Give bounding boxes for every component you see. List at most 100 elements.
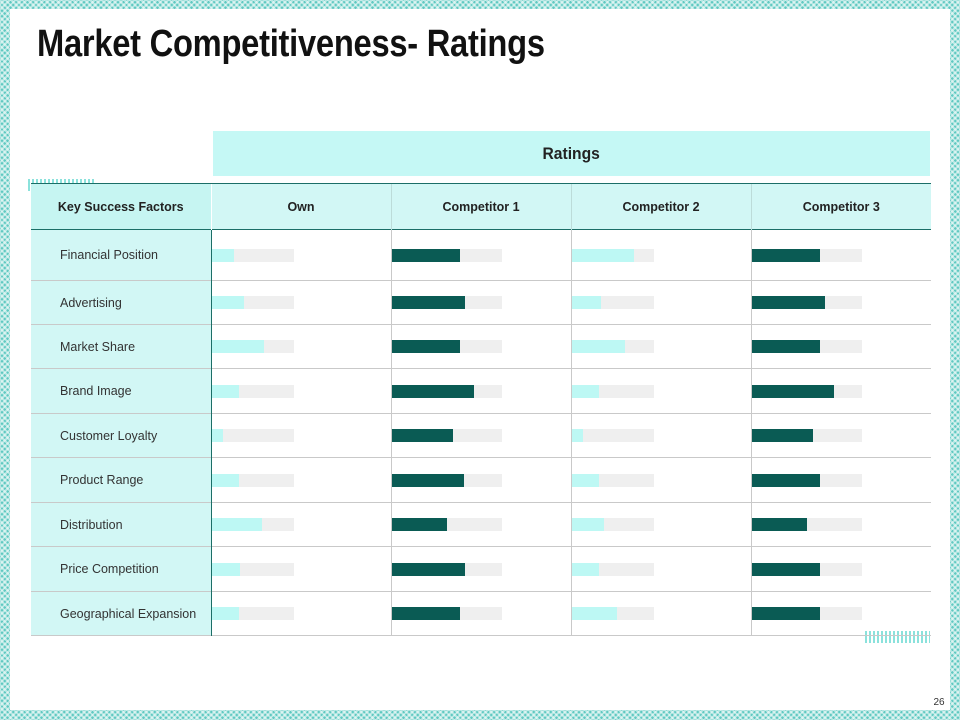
rating-bar-own <box>211 384 240 398</box>
ratings-header: Ratings <box>213 131 930 176</box>
rating-bar-track <box>751 607 862 620</box>
rating-bar-competitor2 <box>571 429 583 442</box>
rating-bar-competitor1 <box>391 518 447 531</box>
rating-bar-track <box>571 607 654 620</box>
rating-bar-track <box>391 518 502 531</box>
ratings-body: Financial Position Advertising Market Shar… <box>31 229 931 636</box>
rating-bar-track <box>391 473 502 487</box>
table-row: Customer Loyalty <box>31 413 931 458</box>
rating-cell-competitor3 <box>751 547 931 592</box>
rating-cell-own <box>211 324 392 369</box>
rating-bar-competitor1 <box>391 340 460 353</box>
rating-bar-own <box>211 607 239 620</box>
rating-bar-track <box>571 518 654 531</box>
rating-cell-competitor3 <box>751 229 931 281</box>
rating-cell-competitor2 <box>571 502 752 547</box>
table-row: Distribution <box>31 502 931 547</box>
rating-bar-track <box>751 384 862 398</box>
rating-bar-competitor2 <box>571 518 605 531</box>
rating-bar-track <box>391 296 502 309</box>
rating-bar-competitor2 <box>571 296 602 309</box>
rating-cell-own <box>211 591 392 636</box>
rating-bar-competitor3 <box>751 296 826 309</box>
rating-cell-competitor1 <box>391 324 572 369</box>
rating-bar-track <box>571 473 654 487</box>
rating-bar-own <box>211 296 245 309</box>
rating-bar-own <box>211 429 223 442</box>
rating-bar-track <box>571 340 654 353</box>
rating-bar-track <box>751 562 862 576</box>
factor-label: Product Range <box>31 457 212 503</box>
column-header-competitor-2: Competitor 2 <box>570 183 751 230</box>
factor-label: Brand Image <box>31 368 212 414</box>
rating-bar-track <box>391 562 502 576</box>
rating-cell-competitor1 <box>391 368 572 414</box>
rating-bar-competitor3 <box>751 429 814 442</box>
rating-cell-competitor1 <box>391 229 572 281</box>
rating-bar-competitor2 <box>571 473 600 487</box>
rating-cell-own <box>211 457 392 503</box>
rating-cell-competitor3 <box>751 503 931 547</box>
rating-cell-competitor2 <box>571 591 752 636</box>
column-header-competitor-1: Competitor 1 <box>390 183 571 230</box>
rating-bar-competitor1 <box>391 473 465 487</box>
column-header-own: Own <box>210 183 391 230</box>
rating-bar-track <box>391 340 502 353</box>
table-row: Price Competition <box>31 546 931 592</box>
rating-bar-competitor2 <box>571 562 600 576</box>
factor-label: Price Competition <box>31 546 212 592</box>
rating-bar-competitor1 <box>391 429 454 442</box>
rating-cell-competitor3 <box>751 458 931 503</box>
rating-cell-competitor2 <box>571 546 752 592</box>
factor-label: Distribution <box>31 502 212 547</box>
table-row: Product Range <box>31 457 931 503</box>
rating-cell-competitor2 <box>571 457 752 503</box>
rating-cell-competitor3 <box>751 414 931 458</box>
rating-bar-track <box>391 607 502 620</box>
rating-bar-track <box>751 248 862 262</box>
rating-bar-competitor2 <box>571 607 617 620</box>
rating-bar-track <box>751 518 862 531</box>
rating-bar-own <box>211 518 263 531</box>
rating-bar-competitor3 <box>751 384 834 398</box>
rating-bar-track <box>751 296 862 309</box>
rating-bar-track <box>211 340 294 353</box>
rating-cell-competitor1 <box>391 457 572 503</box>
rating-cell-own <box>211 368 392 414</box>
rating-bar-track <box>751 340 862 353</box>
rating-bar-track <box>211 518 294 531</box>
column-header-factor: Key Success Factors <box>31 183 211 230</box>
rating-cell-competitor1 <box>391 546 572 592</box>
rating-cell-competitor1 <box>391 413 572 458</box>
rating-cell-own <box>211 229 392 281</box>
rating-bar-competitor2 <box>571 340 625 353</box>
rating-cell-competitor2 <box>571 229 752 281</box>
rating-cell-own <box>211 413 392 458</box>
rating-bar-track <box>211 473 294 487</box>
rating-bar-track <box>751 473 862 487</box>
rating-cell-competitor2 <box>571 368 752 414</box>
rating-bar-competitor1 <box>391 384 474 398</box>
rating-cell-competitor3 <box>751 325 931 369</box>
table-row: Geographical Expansion <box>31 591 931 636</box>
table-row: Financial Position <box>31 229 931 281</box>
rating-cell-competitor2 <box>571 324 752 369</box>
rating-cell-own <box>211 280 392 325</box>
factor-label: Customer Loyalty <box>31 413 212 458</box>
rating-bar-competitor3 <box>751 473 820 487</box>
rating-bar-track <box>391 429 502 442</box>
table-row: Market Share <box>31 324 931 369</box>
rating-bar-own <box>211 340 264 353</box>
rating-cell-competitor1 <box>391 591 572 636</box>
factor-label: Financial Position <box>31 229 212 281</box>
rating-bar-track <box>571 296 654 309</box>
rating-bar-track <box>751 429 862 442</box>
rating-bar-own <box>211 473 239 487</box>
rating-bar-competitor1 <box>391 607 460 620</box>
rating-bar-track <box>211 384 294 398</box>
page-title: Market Competitiveness- Ratings <box>37 23 545 65</box>
rating-bar-track <box>571 562 654 576</box>
rating-bar-track <box>211 429 294 442</box>
rating-bar-track <box>571 429 654 442</box>
rating-bar-competitor3 <box>751 607 820 620</box>
